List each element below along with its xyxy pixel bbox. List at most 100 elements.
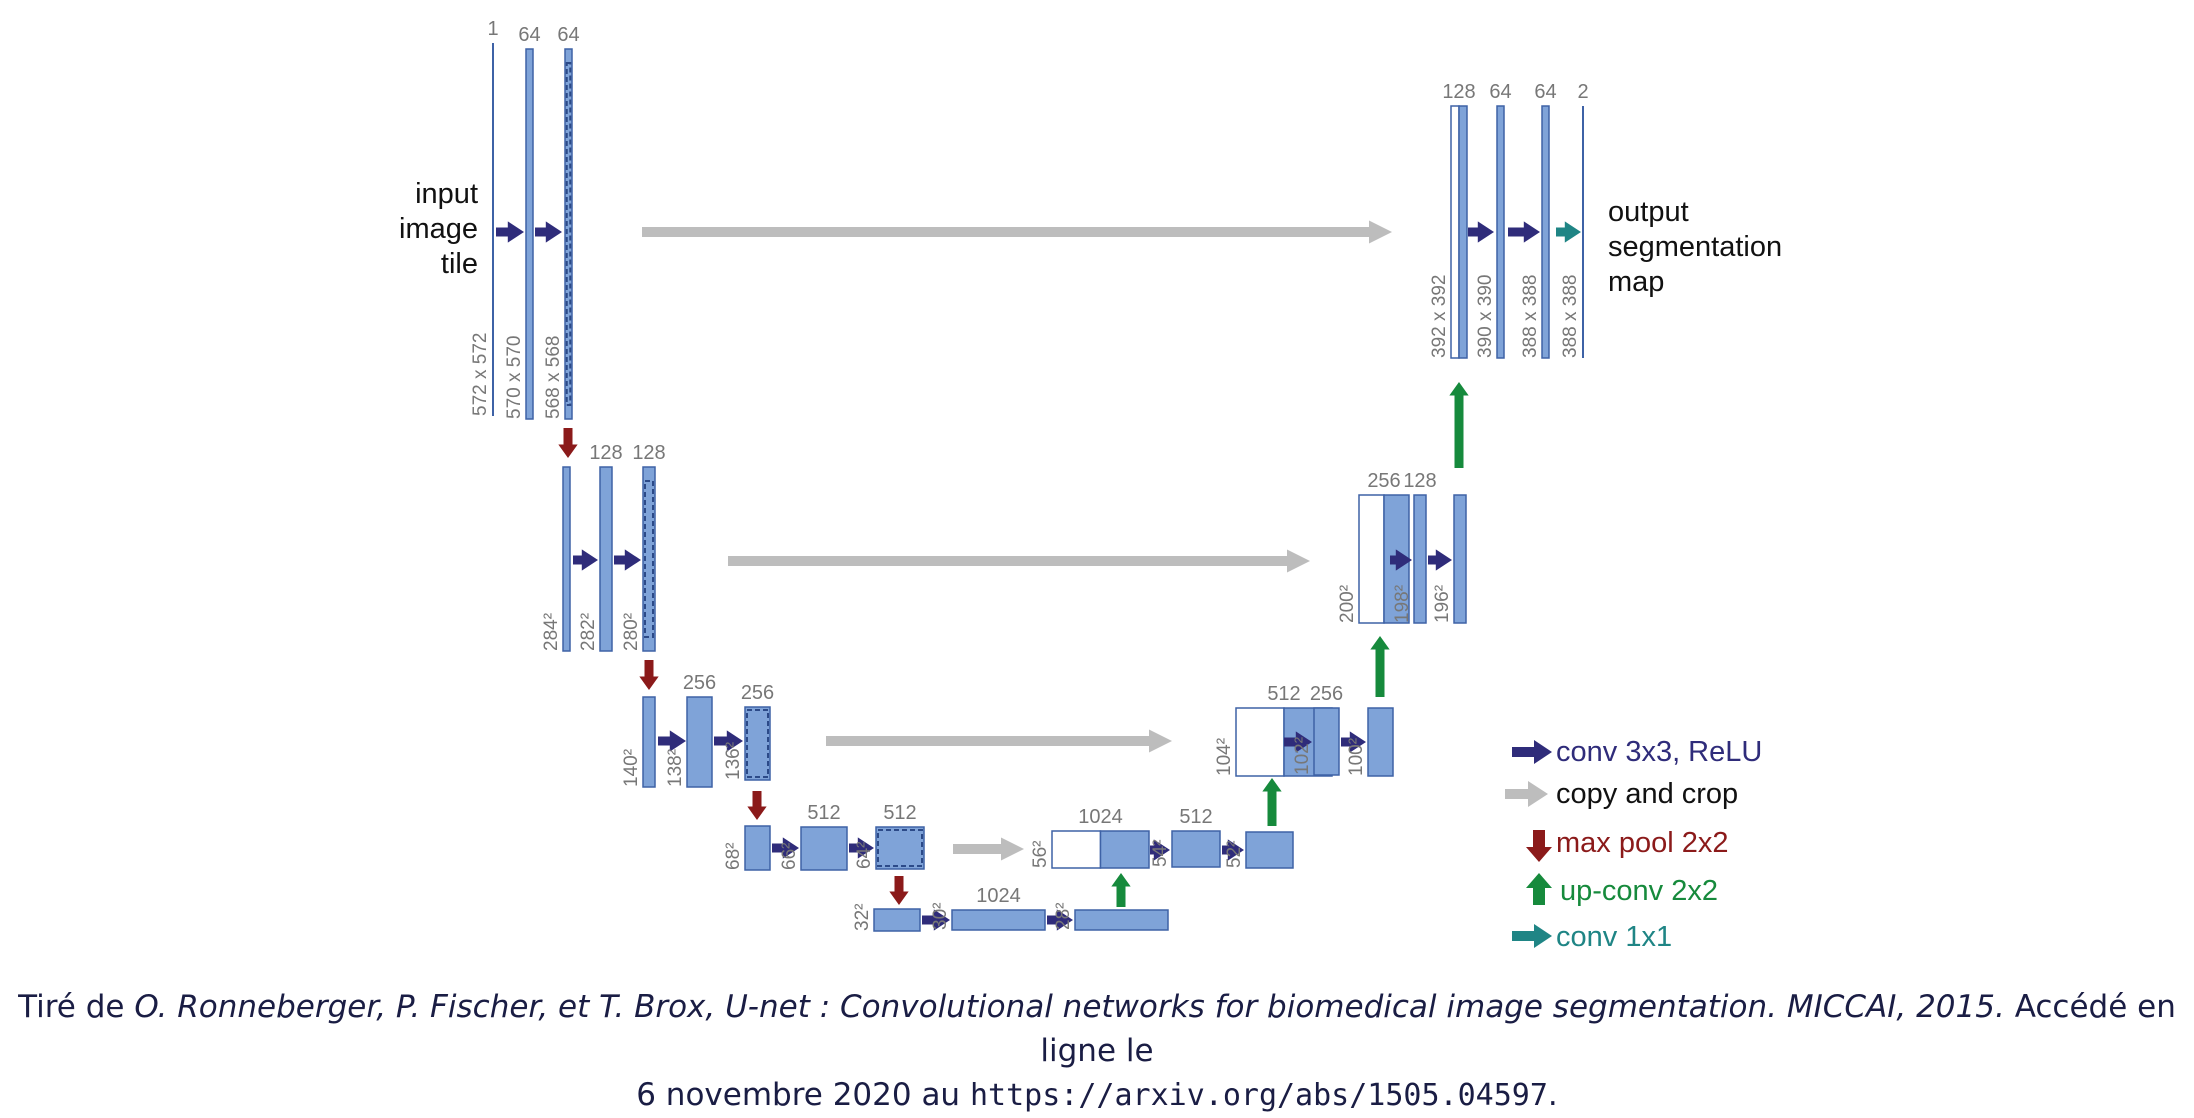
block-dec1-in-upsampled-half [1458, 105, 1468, 359]
block-enc2-conv2-crop-region [644, 480, 654, 638]
block-bot-conv2-shape [1074, 909, 1169, 931]
block-dec1-conv1-shape [1496, 105, 1505, 359]
block-dec2-conv2 [1453, 494, 1467, 624]
conv1x1-arrow [1556, 221, 1581, 243]
block-enc4-conv2-channels: 512 [883, 802, 916, 824]
block-dec3-in-copied-half [1235, 707, 1285, 777]
legend-conv: conv 3x3, ReLU [1512, 736, 1762, 768]
block-enc4-conv2-shape [875, 826, 925, 870]
block-enc1-in [492, 43, 494, 416]
block-enc1-conv2-crop-region [565, 62, 572, 406]
block-dec4-conv1-channels: 512 [1179, 806, 1212, 828]
caption-line2: 6 novembre 2020 au [636, 1077, 970, 1113]
conv-arrow-7 [772, 837, 799, 859]
block-dec2-conv2-size: 196² [1432, 585, 1453, 623]
block-enc4-conv1-channels: 512 [807, 802, 840, 824]
block-enc1-conv2-shape [564, 48, 573, 420]
conv-arrow-13 [1284, 731, 1312, 753]
block-enc3-in-shape [642, 696, 656, 788]
block-out-shape [1582, 106, 1584, 358]
output-label-line3: map [1608, 266, 1664, 298]
copy-arrow-level4 [953, 837, 1024, 861]
block-enc2-conv2-channels: 128 [632, 442, 665, 464]
conv-arrow-10 [1047, 909, 1073, 931]
legend-upconv: up-conv 2x2 [1526, 873, 1718, 907]
block-enc1-conv1-channels: 64 [518, 24, 540, 46]
conv-arrow-12 [1222, 839, 1244, 861]
block-dec2-conv1-size: 198² [1392, 585, 1413, 623]
upconv-arrow-4 [1449, 382, 1469, 468]
block-dec3-conv2 [1367, 707, 1394, 777]
conv-arrow-11 [1150, 839, 1170, 861]
block-enc1-conv1-size: 570 x 570 [504, 336, 525, 419]
block-enc3-conv2 [744, 706, 771, 781]
block-enc2-conv2 [642, 466, 656, 652]
input-label-line2: image [399, 213, 478, 245]
block-enc2-in-shape [562, 466, 571, 652]
copy-arrow-level3 [826, 729, 1172, 753]
block-dec4-conv2 [1245, 831, 1294, 869]
conv-arrow-6 [714, 730, 743, 752]
legend-conv1x1: conv 1x1 [1512, 921, 1672, 953]
block-bot-in [873, 908, 921, 932]
maxpool-arrow-2 [639, 660, 659, 690]
block-dec4-in-upsampled-half [1099, 830, 1150, 869]
caption-prefix: Tiré de [18, 989, 135, 1025]
block-dec2-in-channels: 256 [1367, 470, 1400, 492]
block-enc3-conv2-channels: 256 [741, 682, 774, 704]
block-enc4-in-shape [744, 825, 771, 871]
block-enc2-conv1-size: 282² [578, 613, 599, 651]
conv-arrow-2 [535, 221, 562, 243]
block-dec3-conv1 [1313, 707, 1340, 776]
block-enc2-conv1 [599, 466, 613, 652]
caption-url[interactable]: https://arxiv.org/abs/1505.04597 [969, 1078, 1548, 1113]
output-label-line2: segmentation [1608, 231, 1782, 263]
block-enc1-conv1-shape [525, 48, 534, 420]
legend-upconv-arrow-icon [1526, 873, 1552, 905]
copy-arrows [642, 220, 1392, 861]
block-bot-conv2 [1074, 909, 1169, 931]
block-dec3-in-size: 104² [1214, 738, 1235, 776]
block-bot-conv1-size: 30² [930, 903, 951, 930]
conv-arrow-1 [496, 221, 524, 243]
block-enc4-conv2-size: 64² [854, 842, 875, 869]
conv-arrow-15 [1390, 549, 1412, 571]
block-dec2-in [1358, 494, 1410, 624]
legend-upconv-label: up-conv 2x2 [1560, 875, 1718, 907]
block-enc1-conv1 [525, 48, 534, 420]
block-enc4-in [744, 825, 771, 871]
block-enc4-conv1 [800, 826, 848, 871]
legend-conv-label: conv 3x3, ReLU [1556, 736, 1762, 768]
block-dec3-conv2-size: 100² [1346, 738, 1367, 776]
block-dec4-conv1-shape [1171, 830, 1221, 868]
block-dec1-in [1450, 105, 1468, 359]
block-enc4-conv2 [875, 826, 925, 870]
block-enc4-conv1-size: 66² [779, 843, 800, 870]
conv-arrow-17 [1468, 221, 1494, 243]
block-enc3-conv1-shape [686, 696, 713, 788]
block-bot-conv1 [951, 909, 1046, 931]
legend-pool: max pool 2x2 [1526, 827, 1729, 862]
copy-arrow-level2 [728, 549, 1310, 573]
block-enc3-conv2-crop-region [746, 709, 769, 778]
block-out [1582, 106, 1584, 358]
legend-copy-label: copy and crop [1556, 778, 1738, 810]
maxpool-arrow-3 [747, 791, 767, 820]
legend-conv-arrow-icon [1512, 740, 1552, 764]
legend-copy: copy and crop [1505, 778, 1738, 810]
block-dec4-conv1 [1171, 830, 1221, 868]
block-dec1-conv2 [1541, 105, 1550, 359]
block-dec1-conv1-channels: 64 [1489, 81, 1511, 103]
block-dec1-conv1-size: 390 x 390 [1475, 275, 1496, 358]
block-dec1-in-copied-half [1450, 105, 1460, 359]
block-dec4-in-size: 56² [1030, 841, 1051, 868]
block-enc3-conv2-shape [744, 706, 771, 781]
block-enc1-in-channels: 1 [487, 18, 498, 40]
caption-suffix: . [1547, 1077, 1558, 1113]
input-label-line1: input [415, 178, 478, 210]
block-enc3-conv2-size: 136² [723, 742, 744, 780]
block-dec4-in-channels: 1024 [1078, 806, 1123, 828]
input-label-line3: tile [441, 248, 478, 280]
upconv-arrow-1 [1111, 873, 1131, 907]
block-enc4-in-size: 68² [723, 843, 744, 870]
